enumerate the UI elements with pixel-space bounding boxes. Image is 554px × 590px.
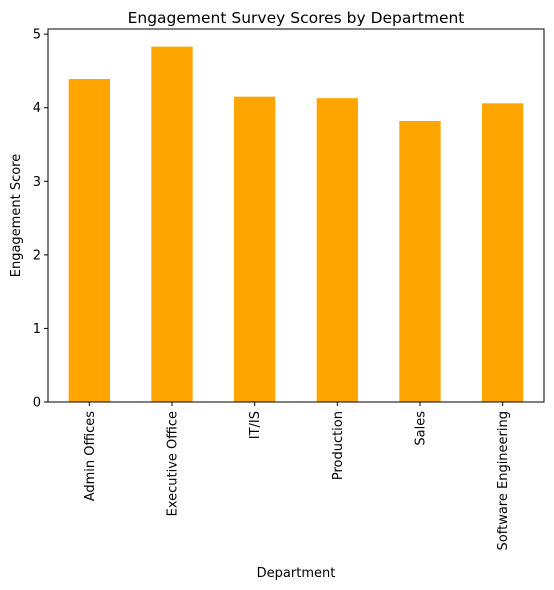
bar-sales [399, 120, 441, 402]
bar-software-engineering [482, 103, 524, 402]
y-tick-label: 1 [33, 322, 41, 337]
y-tick-label: 4 [33, 101, 41, 116]
chart-title: Engagement Survey Scores by Department [128, 9, 465, 27]
x-tick-label: Software Engineering [496, 411, 511, 550]
x-tick-label: Executive Office [166, 411, 181, 516]
x-tick-label: IT/IS [248, 411, 263, 439]
y-tick-label: 0 [33, 396, 41, 411]
bar-admin-offices [68, 79, 110, 402]
bar-it-is [234, 96, 276, 402]
x-tick-label: Admin Offices [83, 411, 98, 502]
x-tick-label: Sales [414, 411, 429, 446]
bar-production [316, 98, 358, 402]
y-tick-label: 3 [33, 175, 41, 190]
bar-executive-office [151, 46, 193, 403]
plot-frame [47, 28, 545, 403]
y-axis-label: Engagement Score [9, 154, 24, 277]
y-tick-label: 2 [33, 248, 41, 263]
x-tick-label: Production [331, 411, 346, 480]
y-axis-ticks: 0 1 2 3 4 5 [33, 28, 48, 411]
x-axis-ticks: Admin Offices Executive Office IT/IS Produc… [83, 402, 511, 550]
x-axis-label: Department [257, 566, 336, 581]
bars [68, 46, 524, 403]
y-tick-label: 5 [33, 28, 41, 43]
